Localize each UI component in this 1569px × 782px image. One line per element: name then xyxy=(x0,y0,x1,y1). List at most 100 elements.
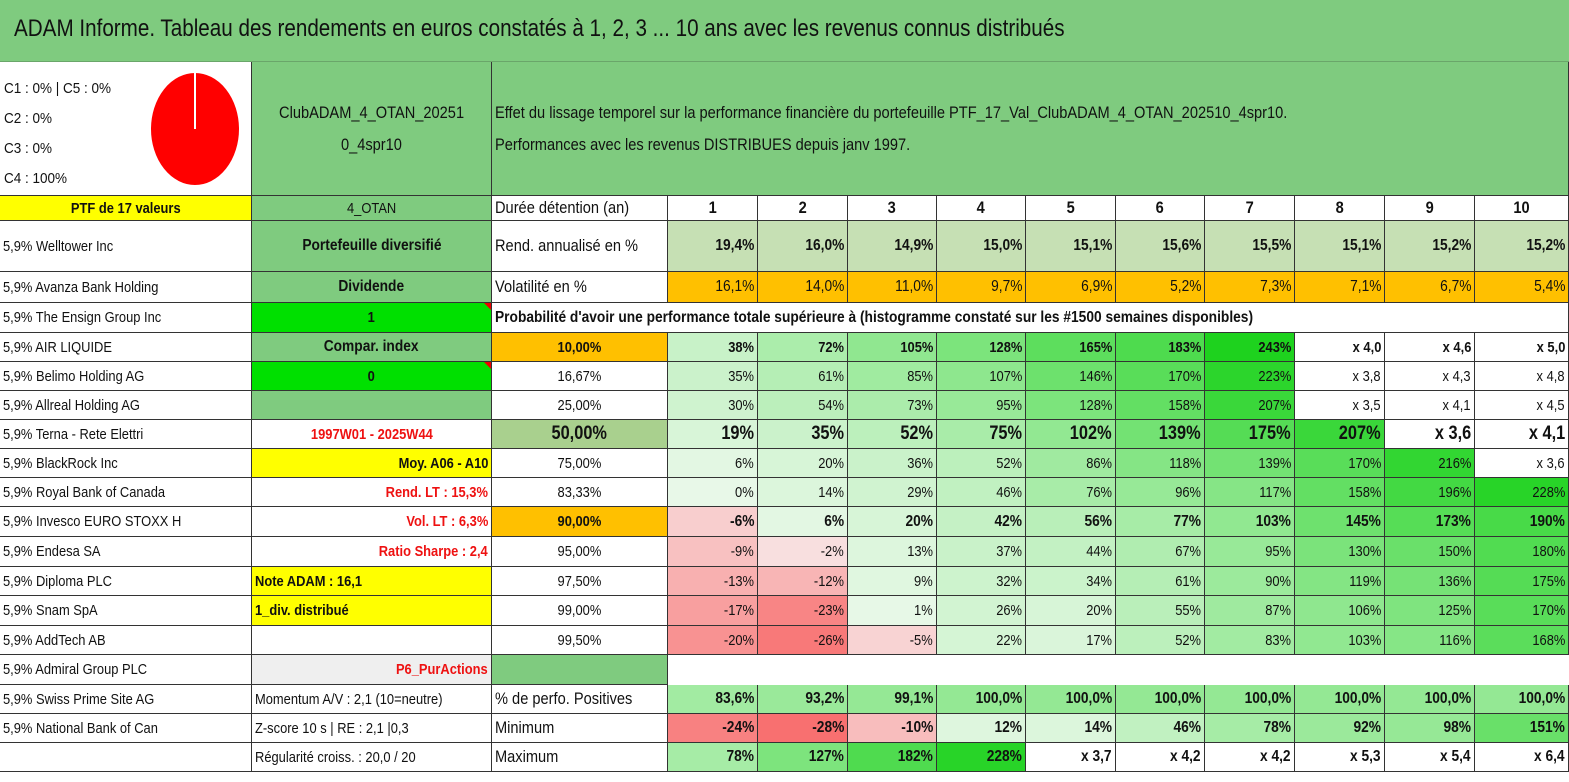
probability-value[interactable]: 175% xyxy=(1475,567,1569,596)
maximum-value[interactable]: x 5,3 xyxy=(1295,743,1385,772)
holding-row[interactable]: 5,9% The Ensign Group Inc xyxy=(0,303,252,333)
probability-threshold[interactable]: 75,00% xyxy=(492,449,668,478)
probability-value[interactable]: x 4,0 xyxy=(1295,333,1385,362)
index-label[interactable]: Compar. index xyxy=(252,333,492,362)
holding-row[interactable]: 5,9% BlackRock Inc xyxy=(0,449,252,478)
probability-value[interactable]: -6% xyxy=(668,507,758,537)
probability-value[interactable]: 26% xyxy=(937,596,1026,626)
holdings-header[interactable]: PTF de 17 valeurs xyxy=(0,196,252,221)
probability-value[interactable]: 96% xyxy=(1116,478,1205,507)
volatility-value[interactable]: 7,3% xyxy=(1205,272,1295,303)
probability-value[interactable]: 44% xyxy=(1026,537,1116,567)
info-empty[interactable] xyxy=(252,391,492,420)
probability-value[interactable]: 13% xyxy=(848,537,937,567)
probability-value[interactable]: 6% xyxy=(758,507,848,537)
probability-value[interactable]: 29% xyxy=(848,478,937,507)
positive-value[interactable]: 100,0% xyxy=(937,685,1026,714)
probability-title[interactable]: Probabilité d'avoir une performance tota… xyxy=(492,303,1569,333)
holding-row[interactable]: 5,9% Admiral Group PLC xyxy=(0,655,252,685)
maximum-label[interactable]: Maximum xyxy=(492,743,668,772)
portfolio-code[interactable]: 4_OTAN xyxy=(252,196,492,221)
maximum-value[interactable]: x 6,4 xyxy=(1475,743,1569,772)
probability-value[interactable]: 158% xyxy=(1116,391,1205,420)
sharpe-ratio[interactable]: Ratio Sharpe : 2,4 xyxy=(252,537,492,567)
probability-threshold[interactable]: 97,50% xyxy=(492,567,668,596)
probability-value[interactable]: 139% xyxy=(1116,420,1205,449)
probability-value[interactable]: -17% xyxy=(668,596,758,626)
dividend-value[interactable]: 1 xyxy=(252,303,492,333)
volatility-value[interactable]: 14,0% xyxy=(758,272,848,303)
momentum[interactable]: Momentum A/V : 2,1 (10=neutre) xyxy=(252,685,492,714)
probability-value[interactable]: 56% xyxy=(1026,507,1116,537)
probability-threshold[interactable]: 90,00% xyxy=(492,507,668,537)
minimum-value[interactable]: -10% xyxy=(848,714,937,743)
probability-value[interactable]: 119% xyxy=(1295,567,1385,596)
positive-label[interactable]: % de perfo. Positives xyxy=(492,685,668,714)
volatility-value[interactable]: 6,7% xyxy=(1385,272,1475,303)
index-value[interactable]: 0 xyxy=(252,362,492,391)
probability-threshold[interactable]: 16,67% xyxy=(492,362,668,391)
probability-value[interactable]: 190% xyxy=(1475,507,1569,537)
dividend-label[interactable]: Dividende xyxy=(252,272,492,303)
probability-value[interactable]: 35% xyxy=(758,420,848,449)
probability-value[interactable]: 180% xyxy=(1475,537,1569,567)
minimum-value[interactable]: 151% xyxy=(1475,714,1569,743)
holding-row[interactable]: 5,9% Endesa SA xyxy=(0,537,252,567)
holding-row[interactable]: 5,9% National Bank of Can xyxy=(0,714,252,743)
probability-threshold[interactable]: 50,00% xyxy=(492,420,668,449)
maximum-value[interactable]: 78% xyxy=(668,743,758,772)
probability-value[interactable]: -26% xyxy=(758,626,848,655)
probability-value[interactable]: 67% xyxy=(1116,537,1205,567)
probability-value[interactable]: 34% xyxy=(1026,567,1116,596)
probability-value[interactable]: 170% xyxy=(1295,449,1385,478)
probability-value[interactable]: 14% xyxy=(758,478,848,507)
probability-value[interactable]: 9% xyxy=(848,567,937,596)
probability-value[interactable]: 30% xyxy=(668,391,758,420)
probability-value[interactable]: 207% xyxy=(1205,391,1295,420)
probability-value[interactable]: 52% xyxy=(848,420,937,449)
probability-value[interactable]: x 4,1 xyxy=(1385,391,1475,420)
probability-value[interactable]: 130% xyxy=(1295,537,1385,567)
probability-value[interactable]: 170% xyxy=(1116,362,1205,391)
annual-return-value[interactable]: 15,6% xyxy=(1116,221,1205,272)
probability-threshold[interactable]: 99,00% xyxy=(492,596,668,626)
year-header[interactable]: 10 xyxy=(1475,196,1569,221)
probability-value[interactable]: 22% xyxy=(937,626,1026,655)
probability-value[interactable]: -5% xyxy=(848,626,937,655)
probability-value[interactable]: 35% xyxy=(668,362,758,391)
probability-value[interactable]: 46% xyxy=(937,478,1026,507)
holding-row[interactable]: 5,9% Royal Bank of Canada xyxy=(0,478,252,507)
probability-value[interactable]: -13% xyxy=(668,567,758,596)
year-header[interactable]: 9 xyxy=(1385,196,1475,221)
probability-value[interactable]: 73% xyxy=(848,391,937,420)
volatility-value[interactable]: 6,9% xyxy=(1026,272,1116,303)
probability-value[interactable]: 36% xyxy=(848,449,937,478)
probability-value[interactable]: 228% xyxy=(1475,478,1569,507)
probability-value[interactable]: 17% xyxy=(1026,626,1116,655)
holding-row[interactable]: 5,9% Invesco EURO STOXX H xyxy=(0,507,252,537)
probability-value[interactable]: 37% xyxy=(937,537,1026,567)
positive-value[interactable]: 100,0% xyxy=(1026,685,1116,714)
probability-value[interactable]: x 3,6 xyxy=(1385,420,1475,449)
minimum-value[interactable]: -28% xyxy=(758,714,848,743)
year-header[interactable]: 6 xyxy=(1116,196,1205,221)
volatility-value[interactable]: 7,1% xyxy=(1295,272,1385,303)
sheet-name[interactable]: P6_PurActions xyxy=(252,655,492,685)
probability-value[interactable]: 6% xyxy=(668,449,758,478)
regularity[interactable]: Régularité croiss. : 20,0 / 20 xyxy=(252,743,492,772)
year-header[interactable]: 3 xyxy=(848,196,937,221)
year-header[interactable]: 1 xyxy=(668,196,758,221)
holding-row[interactable]: 5,9% AIR LIQUIDE xyxy=(0,333,252,362)
probability-value[interactable]: 139% xyxy=(1205,449,1295,478)
probability-value[interactable]: 42% xyxy=(937,507,1026,537)
probability-value[interactable]: x 4,5 xyxy=(1475,391,1569,420)
adam-note[interactable]: Note ADAM : 16,1 xyxy=(252,567,492,596)
probability-value[interactable]: 125% xyxy=(1385,596,1475,626)
probability-value[interactable]: 145% xyxy=(1295,507,1385,537)
positive-value[interactable]: 100,0% xyxy=(1295,685,1385,714)
probability-value[interactable]: -20% xyxy=(668,626,758,655)
holding-row[interactable]: 5,9% Welltower Inc xyxy=(0,221,252,272)
probability-value[interactable]: 158% xyxy=(1295,478,1385,507)
annual-return-value[interactable]: 16,0% xyxy=(758,221,848,272)
positive-value[interactable]: 83,6% xyxy=(668,685,758,714)
